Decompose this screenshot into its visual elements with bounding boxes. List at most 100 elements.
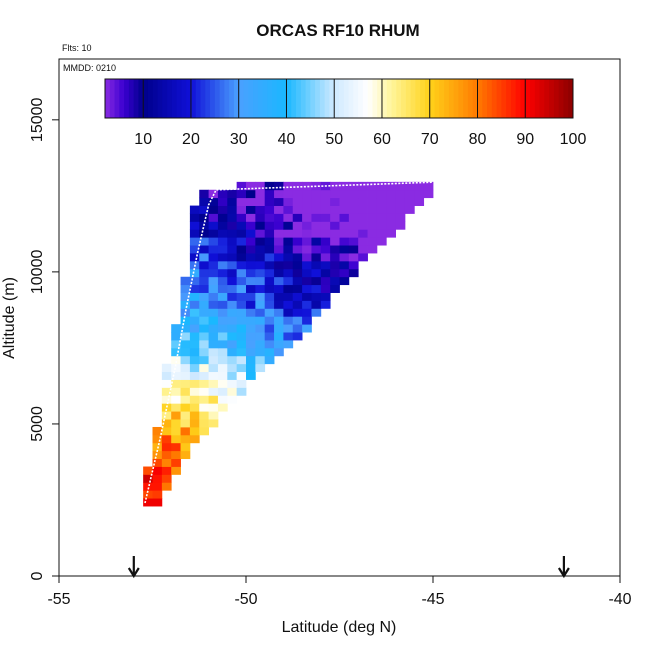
heatmap-cell (152, 434, 163, 444)
heatmap-cell (189, 371, 200, 380)
heatmap-cell (386, 221, 396, 230)
heatmap-cell (255, 181, 266, 191)
heatmap-cell (246, 197, 256, 206)
heatmap-cell (264, 197, 275, 206)
heatmap-cell (227, 245, 238, 254)
heatmap-cell (217, 332, 228, 341)
x-tick-label: -45 (421, 591, 444, 608)
colorbar-tick-label: 100 (560, 131, 587, 148)
heatmap-cell (386, 181, 396, 191)
heatmap-cell (208, 308, 219, 317)
heatmap-cell (292, 268, 303, 278)
heatmap-cell (395, 221, 406, 230)
heatmap-cell (330, 229, 340, 238)
heatmap-cell (339, 260, 350, 270)
heatmap-cell (274, 340, 284, 349)
heatmap-cell (330, 205, 340, 214)
colorbar-tick-label: 30 (230, 131, 248, 148)
heatmap-cell (302, 181, 312, 191)
heatmap-cell (161, 458, 172, 467)
heatmap-cell (189, 253, 200, 262)
colorbar-swatch (477, 79, 483, 118)
colorbar-swatch (190, 79, 197, 118)
heatmap-cell (180, 347, 191, 357)
heatmap-cell (264, 316, 275, 325)
heatmap-cell (171, 387, 181, 396)
heatmap-cell (255, 347, 266, 357)
heatmap-cell (395, 205, 406, 214)
heatmap-cell (367, 229, 378, 238)
heatmap-cell (236, 379, 247, 388)
heatmap-cell (199, 300, 209, 309)
heatmap-cell (339, 268, 350, 278)
heatmap-cell (236, 221, 247, 230)
heatmap-cell (292, 213, 303, 222)
heatmap-cell (217, 205, 228, 214)
heatmap-cell (292, 181, 303, 191)
heatmap-cell (152, 482, 163, 491)
flights-annotation: Flts: 10 (62, 43, 92, 53)
heatmap-cell (217, 268, 228, 278)
heatmap-cell (330, 245, 340, 254)
heatmap-cell (376, 189, 387, 199)
heatmap-cell (246, 229, 256, 238)
colorbar-swatch (563, 79, 569, 118)
heatmap-cell (208, 371, 219, 380)
heatmap-cell (236, 355, 247, 365)
heatmap-cell (283, 268, 294, 278)
heatmap-cell (283, 316, 294, 325)
colorbar-frame (104, 78, 574, 119)
heatmap-cell (274, 276, 284, 286)
heatmap-cell (348, 260, 359, 270)
colorbar-swatch (472, 79, 478, 118)
colorbar-swatch (105, 79, 111, 118)
colorbar-swatch (114, 79, 120, 118)
heatmap-cell (246, 292, 256, 301)
heatmap-cell (264, 332, 275, 341)
heatmap-cell (199, 411, 209, 420)
heatmap-cell (292, 308, 303, 317)
heatmap-cell (274, 197, 284, 206)
heatmap-cell (246, 221, 256, 230)
heatmap-cell (236, 308, 247, 317)
x-axis: -55 -50 -45 -40 (47, 576, 632, 608)
heatmap-cell (208, 316, 219, 325)
heatmap-cell (246, 308, 256, 317)
heatmap-cell (246, 347, 256, 357)
colorbar-swatch (324, 79, 330, 118)
heatmap-cell (227, 332, 238, 341)
heatmap-cell (208, 253, 219, 262)
heatmap-cell (180, 411, 191, 420)
heatmap-cell (171, 403, 181, 412)
heatmap-cell (161, 450, 172, 460)
heatmap-cell (292, 332, 303, 341)
heatmap-cell (199, 292, 209, 301)
heatmap-cell (199, 387, 209, 396)
heatmap-cell (376, 181, 387, 191)
heatmap-cell (199, 371, 209, 380)
heatmap-cell (180, 300, 191, 309)
heatmap-cell (246, 355, 256, 365)
colorbar-swatch (539, 79, 545, 118)
heatmap-cell (208, 260, 219, 270)
colorbar-swatch (157, 79, 163, 118)
heatmap-cell (199, 403, 209, 412)
heatmap-cell (236, 332, 247, 341)
flight-track-line (144, 181, 434, 504)
colorbar-swatch (429, 79, 436, 118)
heatmap-cell (320, 268, 331, 278)
heatmap-cell (208, 419, 219, 428)
heatmap-cell (255, 324, 266, 333)
heatmap-cell (143, 498, 153, 507)
heatmap-cell (264, 253, 275, 262)
heatmap-cell (246, 189, 256, 199)
colorbar-tick-label: 90 (516, 131, 534, 148)
heatmap-cell (264, 340, 275, 349)
colorbar-swatch (205, 79, 211, 118)
heatmap-cell (283, 340, 294, 349)
heatmap-cell (161, 426, 172, 436)
heatmap-cell (367, 205, 378, 214)
heatmap-cell (208, 221, 219, 230)
heatmap-cell (376, 229, 387, 238)
